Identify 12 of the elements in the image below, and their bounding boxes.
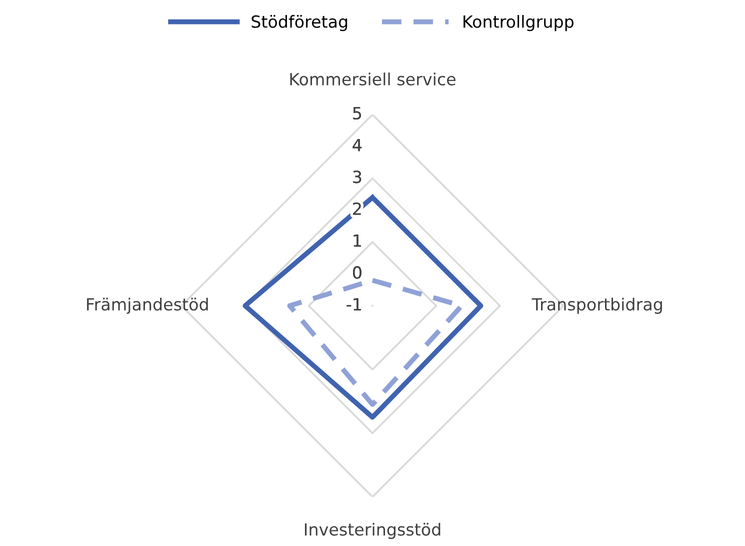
- legend-label: Kontrollgrupp: [464, 15, 574, 32]
- legend-label: Stödföretag: [252, 15, 348, 32]
- y-tick-label: 1: [354, 234, 361, 247]
- y-tick-label: 5: [353, 107, 362, 120]
- y-tick-label: 4: [352, 138, 362, 152]
- spoke-label: Kommersiell service: [290, 72, 456, 86]
- spoke-label: Transportbidrag: [532, 298, 662, 314]
- y-tick-label: 3: [353, 170, 362, 184]
- spoke-label: Främjandestöd: [87, 298, 208, 314]
- spoke-label: Investeringsstöd: [304, 522, 440, 539]
- y-tick-label: 0: [352, 266, 362, 279]
- y-tick-label: -1: [346, 298, 361, 310]
